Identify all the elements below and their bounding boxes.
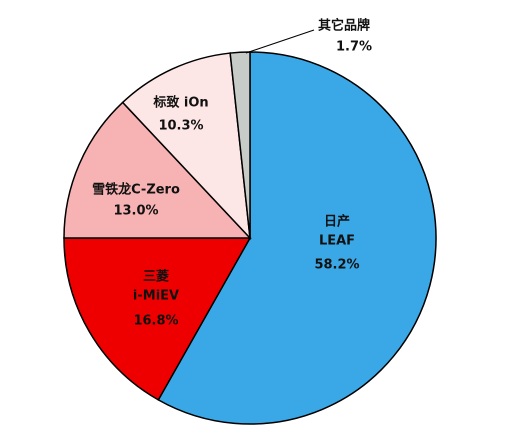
slice-label: 日产 (324, 214, 350, 230)
slice-label: 标致 iOn (152, 95, 208, 111)
pie-slice (63, 237, 252, 401)
slice-label: i-MiEV (133, 289, 179, 304)
slice-label: 其它品牌 (318, 18, 370, 34)
value-label: 58.2% (314, 258, 359, 273)
slice-label: 三菱 (143, 269, 169, 285)
pie-slice (63, 101, 252, 239)
value-label: 16.8% (133, 314, 178, 329)
pie-slice (157, 51, 437, 425)
value-label: 1.7% (336, 40, 372, 55)
leader-line (245, 29, 315, 54)
slice-label: 雪铁龙C-Zero (92, 182, 180, 198)
slice-label: LEAF (319, 234, 355, 249)
pie-slice (121, 52, 251, 241)
value-label: 13.0% (113, 204, 158, 219)
value-label: 10.3% (158, 119, 203, 134)
